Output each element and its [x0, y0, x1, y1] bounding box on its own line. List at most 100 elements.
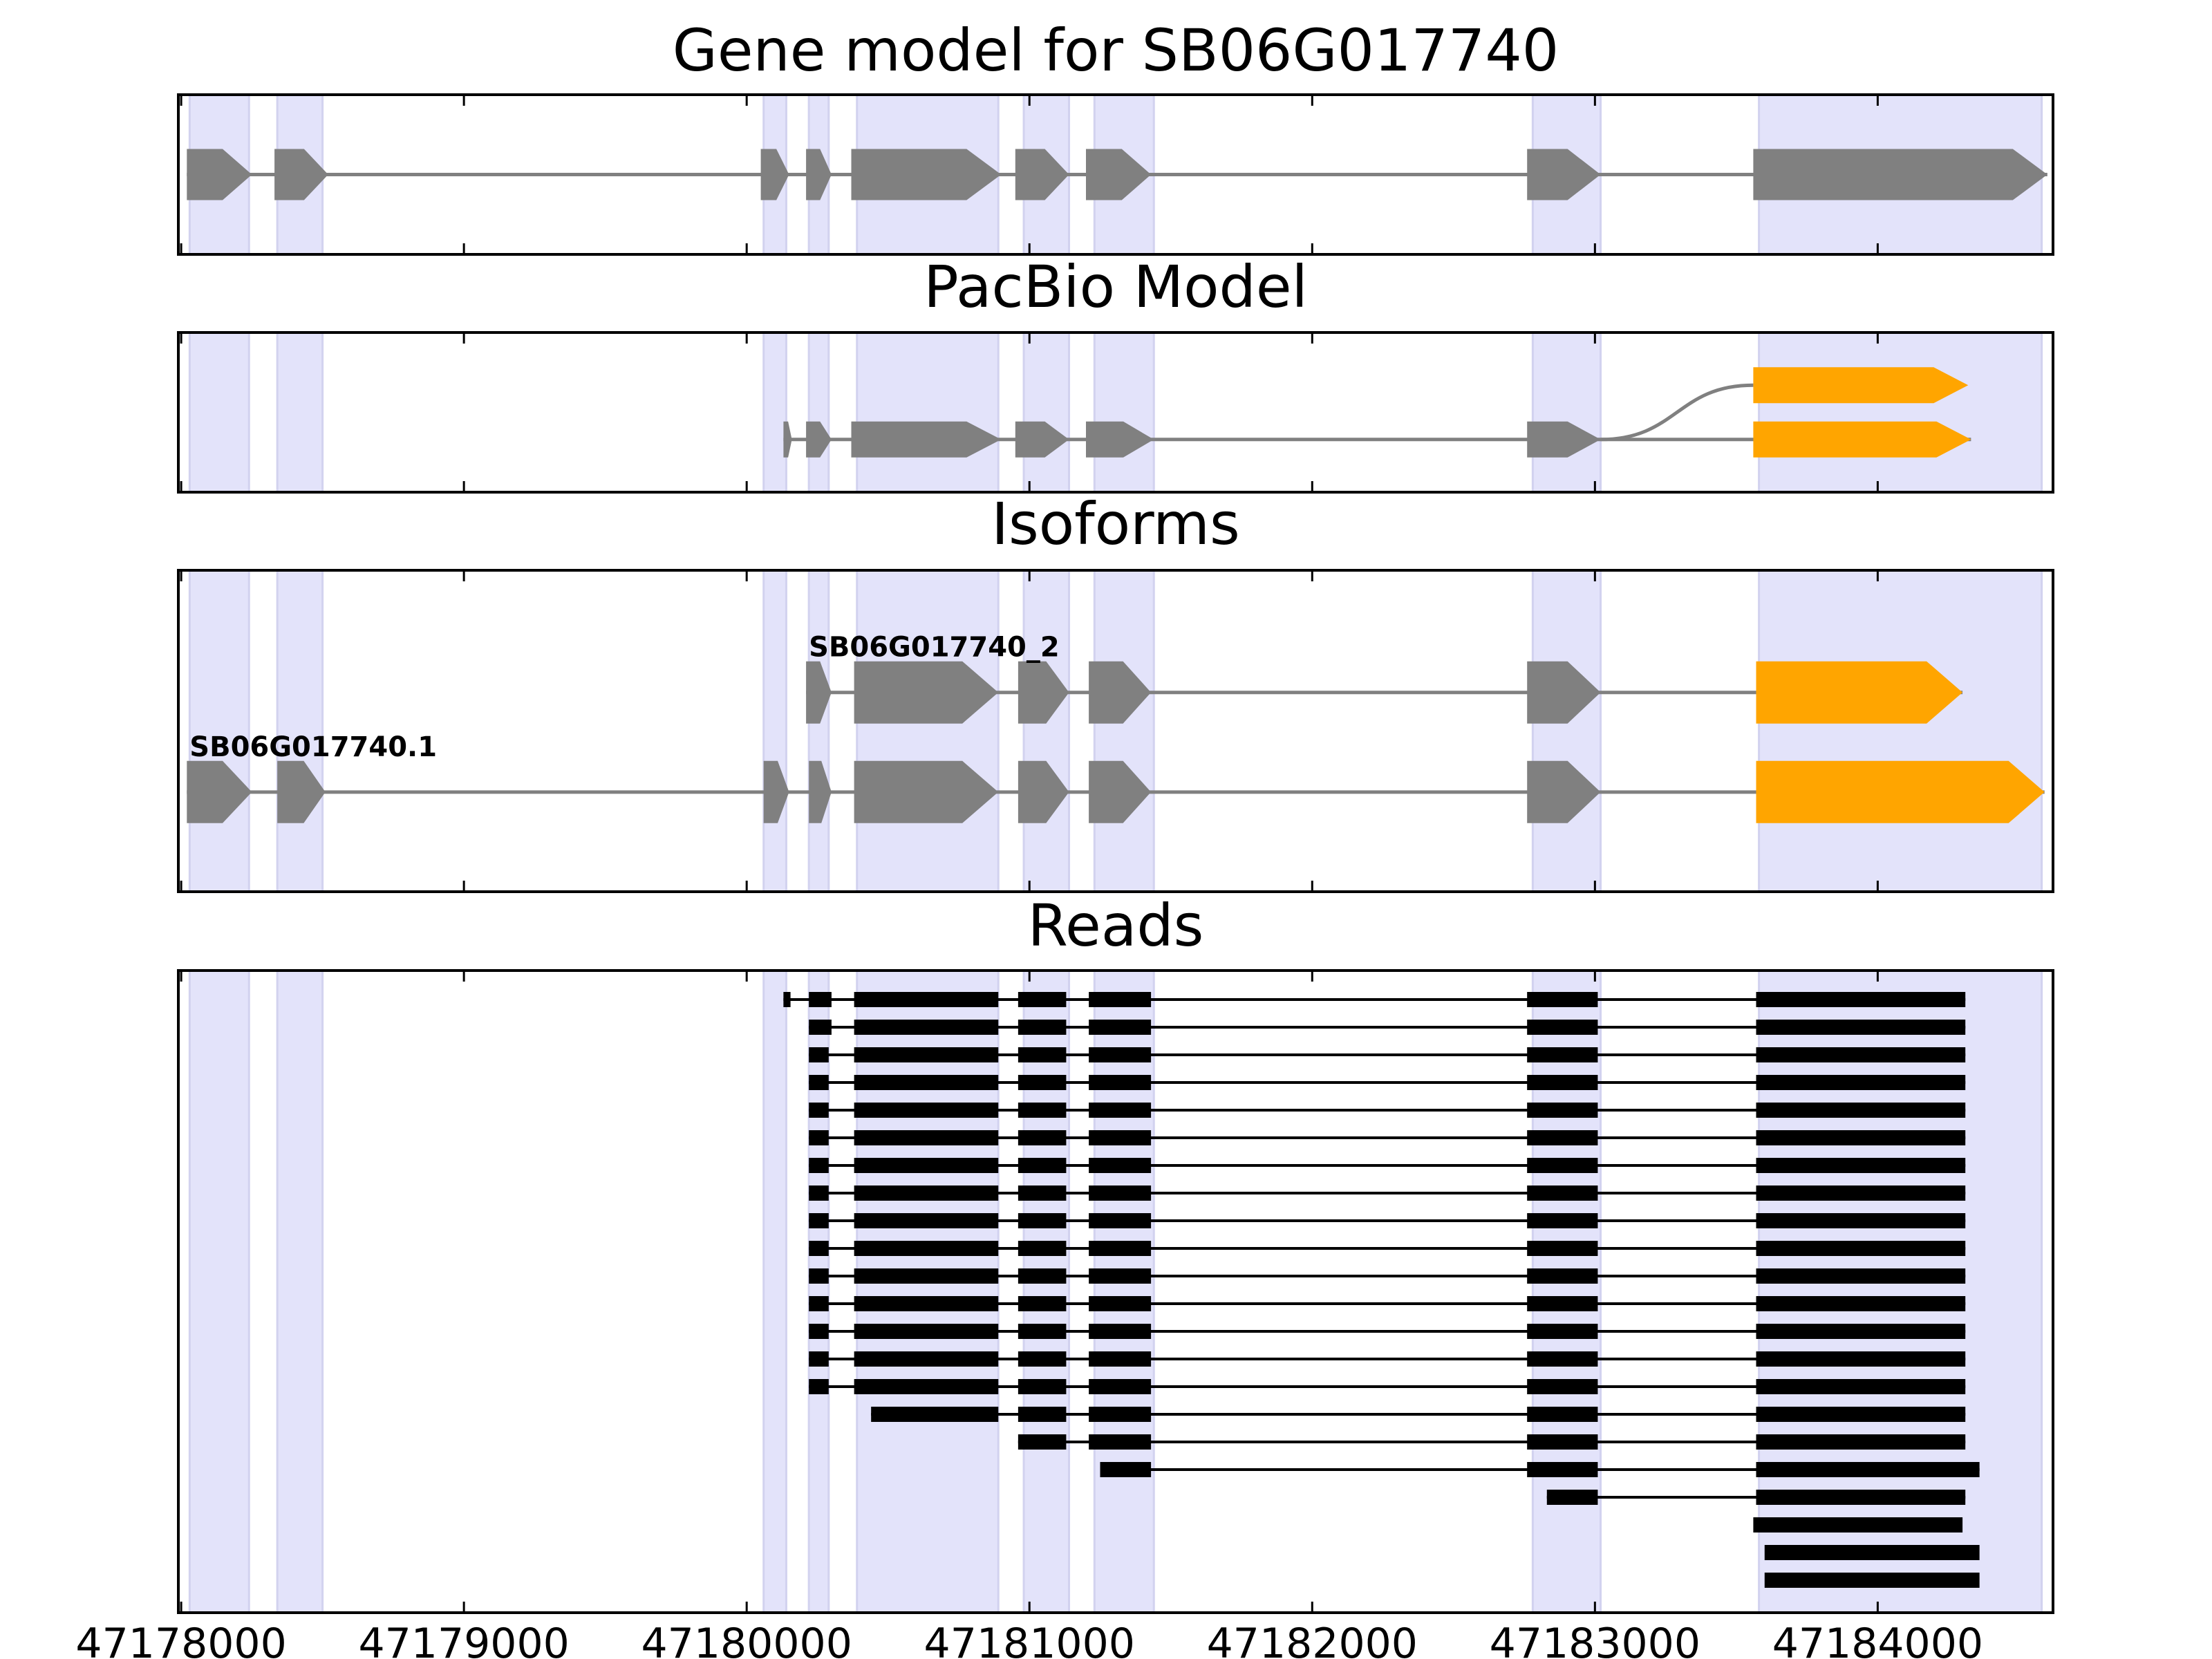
exon	[806, 421, 832, 458]
highlight-region	[1022, 331, 1071, 494]
read-block	[1756, 1241, 1966, 1256]
read-block	[1527, 1185, 1598, 1201]
exon	[851, 149, 1002, 200]
read-block	[809, 1047, 829, 1062]
read-block	[1018, 1130, 1067, 1145]
read	[871, 1407, 1966, 1422]
x-tick-label: 47184000	[1772, 1620, 1983, 1659]
exon	[763, 760, 789, 823]
read	[809, 1075, 1966, 1090]
read-block	[1018, 1075, 1067, 1090]
exon	[1527, 661, 1601, 724]
read-block	[854, 1020, 999, 1035]
read-block	[854, 1213, 999, 1228]
read-block	[1756, 1020, 1966, 1035]
read	[809, 1158, 1966, 1173]
read-block	[854, 1351, 999, 1367]
read-block	[1089, 1379, 1152, 1394]
highlight-region	[807, 569, 830, 893]
read	[809, 1268, 1966, 1284]
read-block	[1018, 1103, 1067, 1118]
read-block	[809, 1130, 829, 1145]
panel-pacbio-model: PacBio Model	[177, 253, 2054, 494]
x-tick-label: 47183000	[1490, 1620, 1700, 1659]
read	[1018, 1434, 1966, 1450]
read	[1764, 1545, 1980, 1560]
read-block	[1018, 992, 1067, 1007]
read-block	[1527, 992, 1598, 1007]
read-block	[1527, 1075, 1598, 1090]
read-block	[1527, 1020, 1598, 1035]
read-block	[1018, 1241, 1067, 1256]
read	[809, 1351, 1966, 1367]
read-block	[1527, 1158, 1598, 1173]
exon	[783, 421, 792, 458]
exon	[1527, 421, 1601, 458]
read	[1546, 1490, 1966, 1505]
highlight-region	[762, 331, 787, 494]
read-block	[1018, 1047, 1067, 1062]
read-block	[1527, 1351, 1598, 1367]
read-block	[809, 1185, 829, 1201]
read	[1753, 1517, 1963, 1533]
highlight-region	[762, 969, 787, 1614]
read-block	[1089, 1351, 1152, 1367]
read-block	[1527, 1462, 1598, 1477]
read-block	[854, 1268, 999, 1284]
read-block	[1764, 1573, 1980, 1588]
exon	[809, 760, 832, 823]
read-block	[1753, 1517, 1963, 1533]
read-block	[1756, 1379, 1966, 1394]
exon	[187, 149, 252, 200]
read-block	[809, 1351, 829, 1367]
transcript-track	[783, 421, 1971, 458]
read-block	[854, 1379, 999, 1394]
read-block	[854, 1324, 999, 1339]
read-block	[783, 992, 791, 1007]
read-block	[1018, 1407, 1067, 1422]
read-block	[1527, 1434, 1598, 1450]
transcript-track	[1600, 367, 1969, 442]
panel-frame	[177, 93, 2054, 256]
read-block	[1756, 1103, 1966, 1118]
read-block	[854, 1103, 999, 1118]
read-block	[854, 1047, 999, 1062]
read-block	[1756, 1490, 1966, 1505]
read-block	[1089, 1020, 1152, 1035]
transcript-track: SB06G017740_2	[806, 632, 1963, 724]
transcript-track	[187, 149, 2047, 200]
read-block	[1756, 1130, 1966, 1145]
read-block	[1756, 1213, 1966, 1228]
read-block	[854, 1296, 999, 1311]
read-block	[1018, 1213, 1067, 1228]
exon	[1753, 149, 2047, 200]
read-block	[854, 1185, 999, 1201]
exon	[1527, 149, 1601, 200]
read-block	[1089, 1324, 1152, 1339]
exon	[1018, 760, 1069, 823]
read-block	[1018, 1185, 1067, 1201]
read	[1764, 1573, 1980, 1588]
exon	[1527, 760, 1601, 823]
read	[809, 1379, 1966, 1394]
read-block	[1089, 1268, 1152, 1284]
panel-isoforms: Isoforms SB06G017740_2 SB06G017740.1	[177, 490, 2054, 893]
exon	[1018, 661, 1069, 724]
read-block	[1018, 1379, 1067, 1394]
highlight-region	[807, 969, 830, 1614]
cds-exon	[1756, 760, 2045, 823]
isoform-label: SB06G017740_2	[809, 632, 1060, 664]
exon	[760, 149, 789, 200]
read-block	[1527, 1241, 1598, 1256]
read-block	[809, 1268, 829, 1284]
highlight-region	[1531, 331, 1602, 494]
panel-frame	[177, 331, 2054, 494]
exon	[1086, 149, 1152, 200]
highlight-region	[856, 569, 1000, 893]
exon	[1089, 760, 1152, 823]
read	[809, 1324, 1966, 1339]
cds-exon	[1756, 661, 1963, 724]
highlight-region	[188, 969, 250, 1614]
read-block	[854, 1241, 999, 1256]
